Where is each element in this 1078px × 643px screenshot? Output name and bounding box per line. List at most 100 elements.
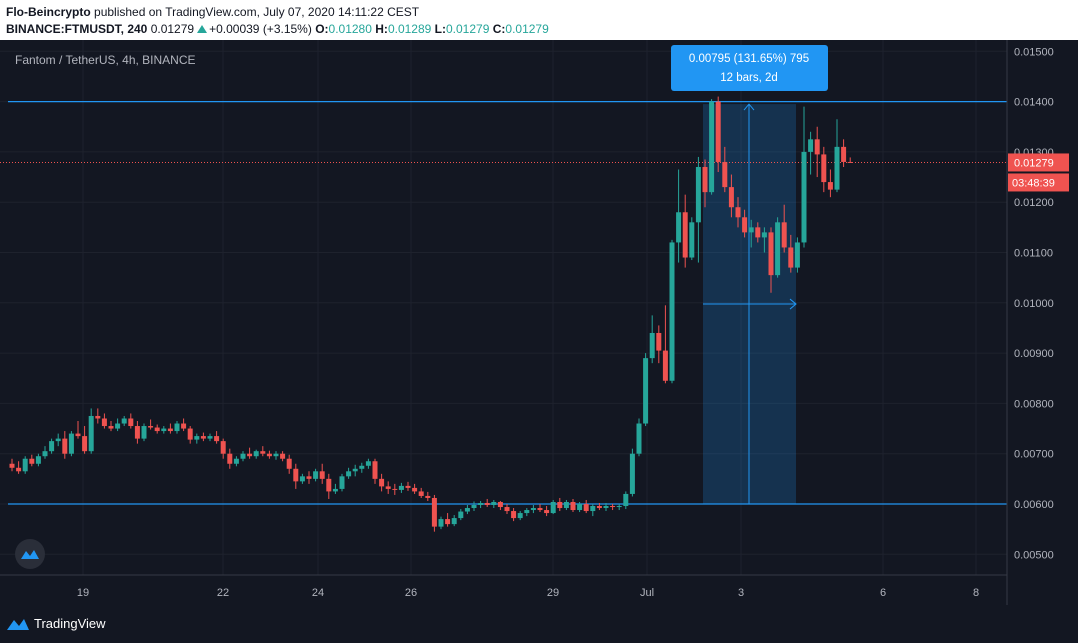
candle-body [372,461,378,479]
candle-body [187,428,193,440]
candle-body [735,207,741,218]
tradingview-logo-icon[interactable] [15,539,45,569]
candle-body [847,161,853,163]
candle-body [768,232,774,276]
candle-body [141,426,147,439]
tradingview-icon [7,619,29,630]
candle-body [801,151,807,243]
candle-body [154,427,160,432]
candle-body [511,511,517,519]
candle-body [610,506,616,508]
candle-body [167,428,173,432]
price-tick-label: 0.01400 [1014,97,1054,109]
ohlc-line: BINANCE:FTMUSDT, 240 0.01279 +0.00039 (+3… [6,22,549,36]
candle-body [365,461,371,466]
candle-body [418,491,424,496]
close-value: 0.01279 [505,22,549,36]
candle-body [775,222,781,276]
candle-body [121,418,127,424]
candle-body [101,418,107,427]
brand-label: TradingView [34,616,106,631]
publish-line: Flo-Beincrypto published on TradingView.… [6,5,419,19]
candle-body [702,166,708,193]
candle-body [128,418,134,427]
candle-body [834,146,840,190]
candle-body [95,415,101,419]
price-tick-label: 0.00700 [1014,449,1054,461]
candle-body [174,423,180,432]
candle-body [517,513,523,519]
candle-body [827,182,833,190]
candle-body [260,451,266,454]
candles [9,96,853,532]
tradingview-brand[interactable]: TradingView [6,616,106,631]
chart-header: Flo-Beincrypto published on TradingView.… [0,0,1078,40]
candle-body [148,426,154,428]
candle-body [504,507,510,512]
candle-body [286,458,292,469]
candle-body [649,332,655,359]
candle-body [458,511,464,519]
candle-body [715,101,721,162]
arrow-right-icon [789,298,797,310]
candle-body [643,358,649,424]
time-tick-label: 3 [738,587,744,599]
candle-body [484,502,490,506]
candle-body [88,415,94,452]
candle-body [306,476,312,479]
candle-body [682,212,688,258]
candle-body [748,227,754,233]
time-tick-label: Jul [640,587,654,599]
candle-body [755,227,761,238]
time-tick-label: 8 [973,587,979,599]
candle-body [722,161,728,188]
candle-body [808,139,814,152]
candle-body [385,486,391,489]
candle-body [471,505,477,509]
footer-bar: TradingView [0,605,1078,643]
candle-body [464,508,470,512]
candle-body [695,166,701,223]
last-price: 0.01279 [150,22,195,36]
candle-body [445,519,451,525]
price-tick-label: 0.01100 [1014,248,1053,260]
countdown-tag [1008,173,1069,192]
candle-body [788,247,794,268]
candle-body [9,463,15,468]
price-tick-label: 0.00900 [1014,348,1054,360]
time-axis[interactable]: 19 22 24 26 29 Jul 3 6 8 [77,587,979,599]
candle-body [240,453,246,459]
candle-body [563,501,569,509]
candle-body [794,242,800,268]
candle-body [247,453,253,457]
high-label: H: [375,22,388,36]
price-chart[interactable]: 0.00795 (131.65%) 795 12 bars, 2d 0.01500… [0,40,1078,605]
candle-body [42,451,48,457]
candle-body [583,504,589,512]
candle-body [339,476,345,489]
up-arrow-icon [197,25,208,33]
chart-title: Fantom / TetherUS, 4h, BINANCE [15,53,196,67]
candle-body [233,458,239,464]
price-axis[interactable]: 0.015000.014000.013000.012000.011000.010… [1014,46,1054,561]
author-name[interactable]: Flo-Beincrypto [6,5,91,19]
chart-background [0,40,1078,605]
candle-body [68,433,74,454]
candle-body [398,485,404,490]
candle-body [200,436,206,439]
candle-body [319,471,325,479]
price-tick-label: 0.01500 [1014,46,1054,58]
candle-body [781,222,787,248]
candle-body [55,438,61,442]
candle-body [115,423,121,429]
candle-body [478,502,484,506]
candle-body [412,487,418,492]
time-tick-label: 29 [547,587,559,599]
time-tick-label: 26 [405,587,417,599]
price-tick-label: 0.00500 [1014,549,1054,561]
low-value: 0.01279 [446,22,490,36]
symbol-label: BINANCE:FTMUSDT, 240 [6,22,148,36]
candle-body [346,471,352,477]
published-text: published on TradingView.com, July 07, 2… [94,5,420,19]
candle-body [22,458,28,472]
